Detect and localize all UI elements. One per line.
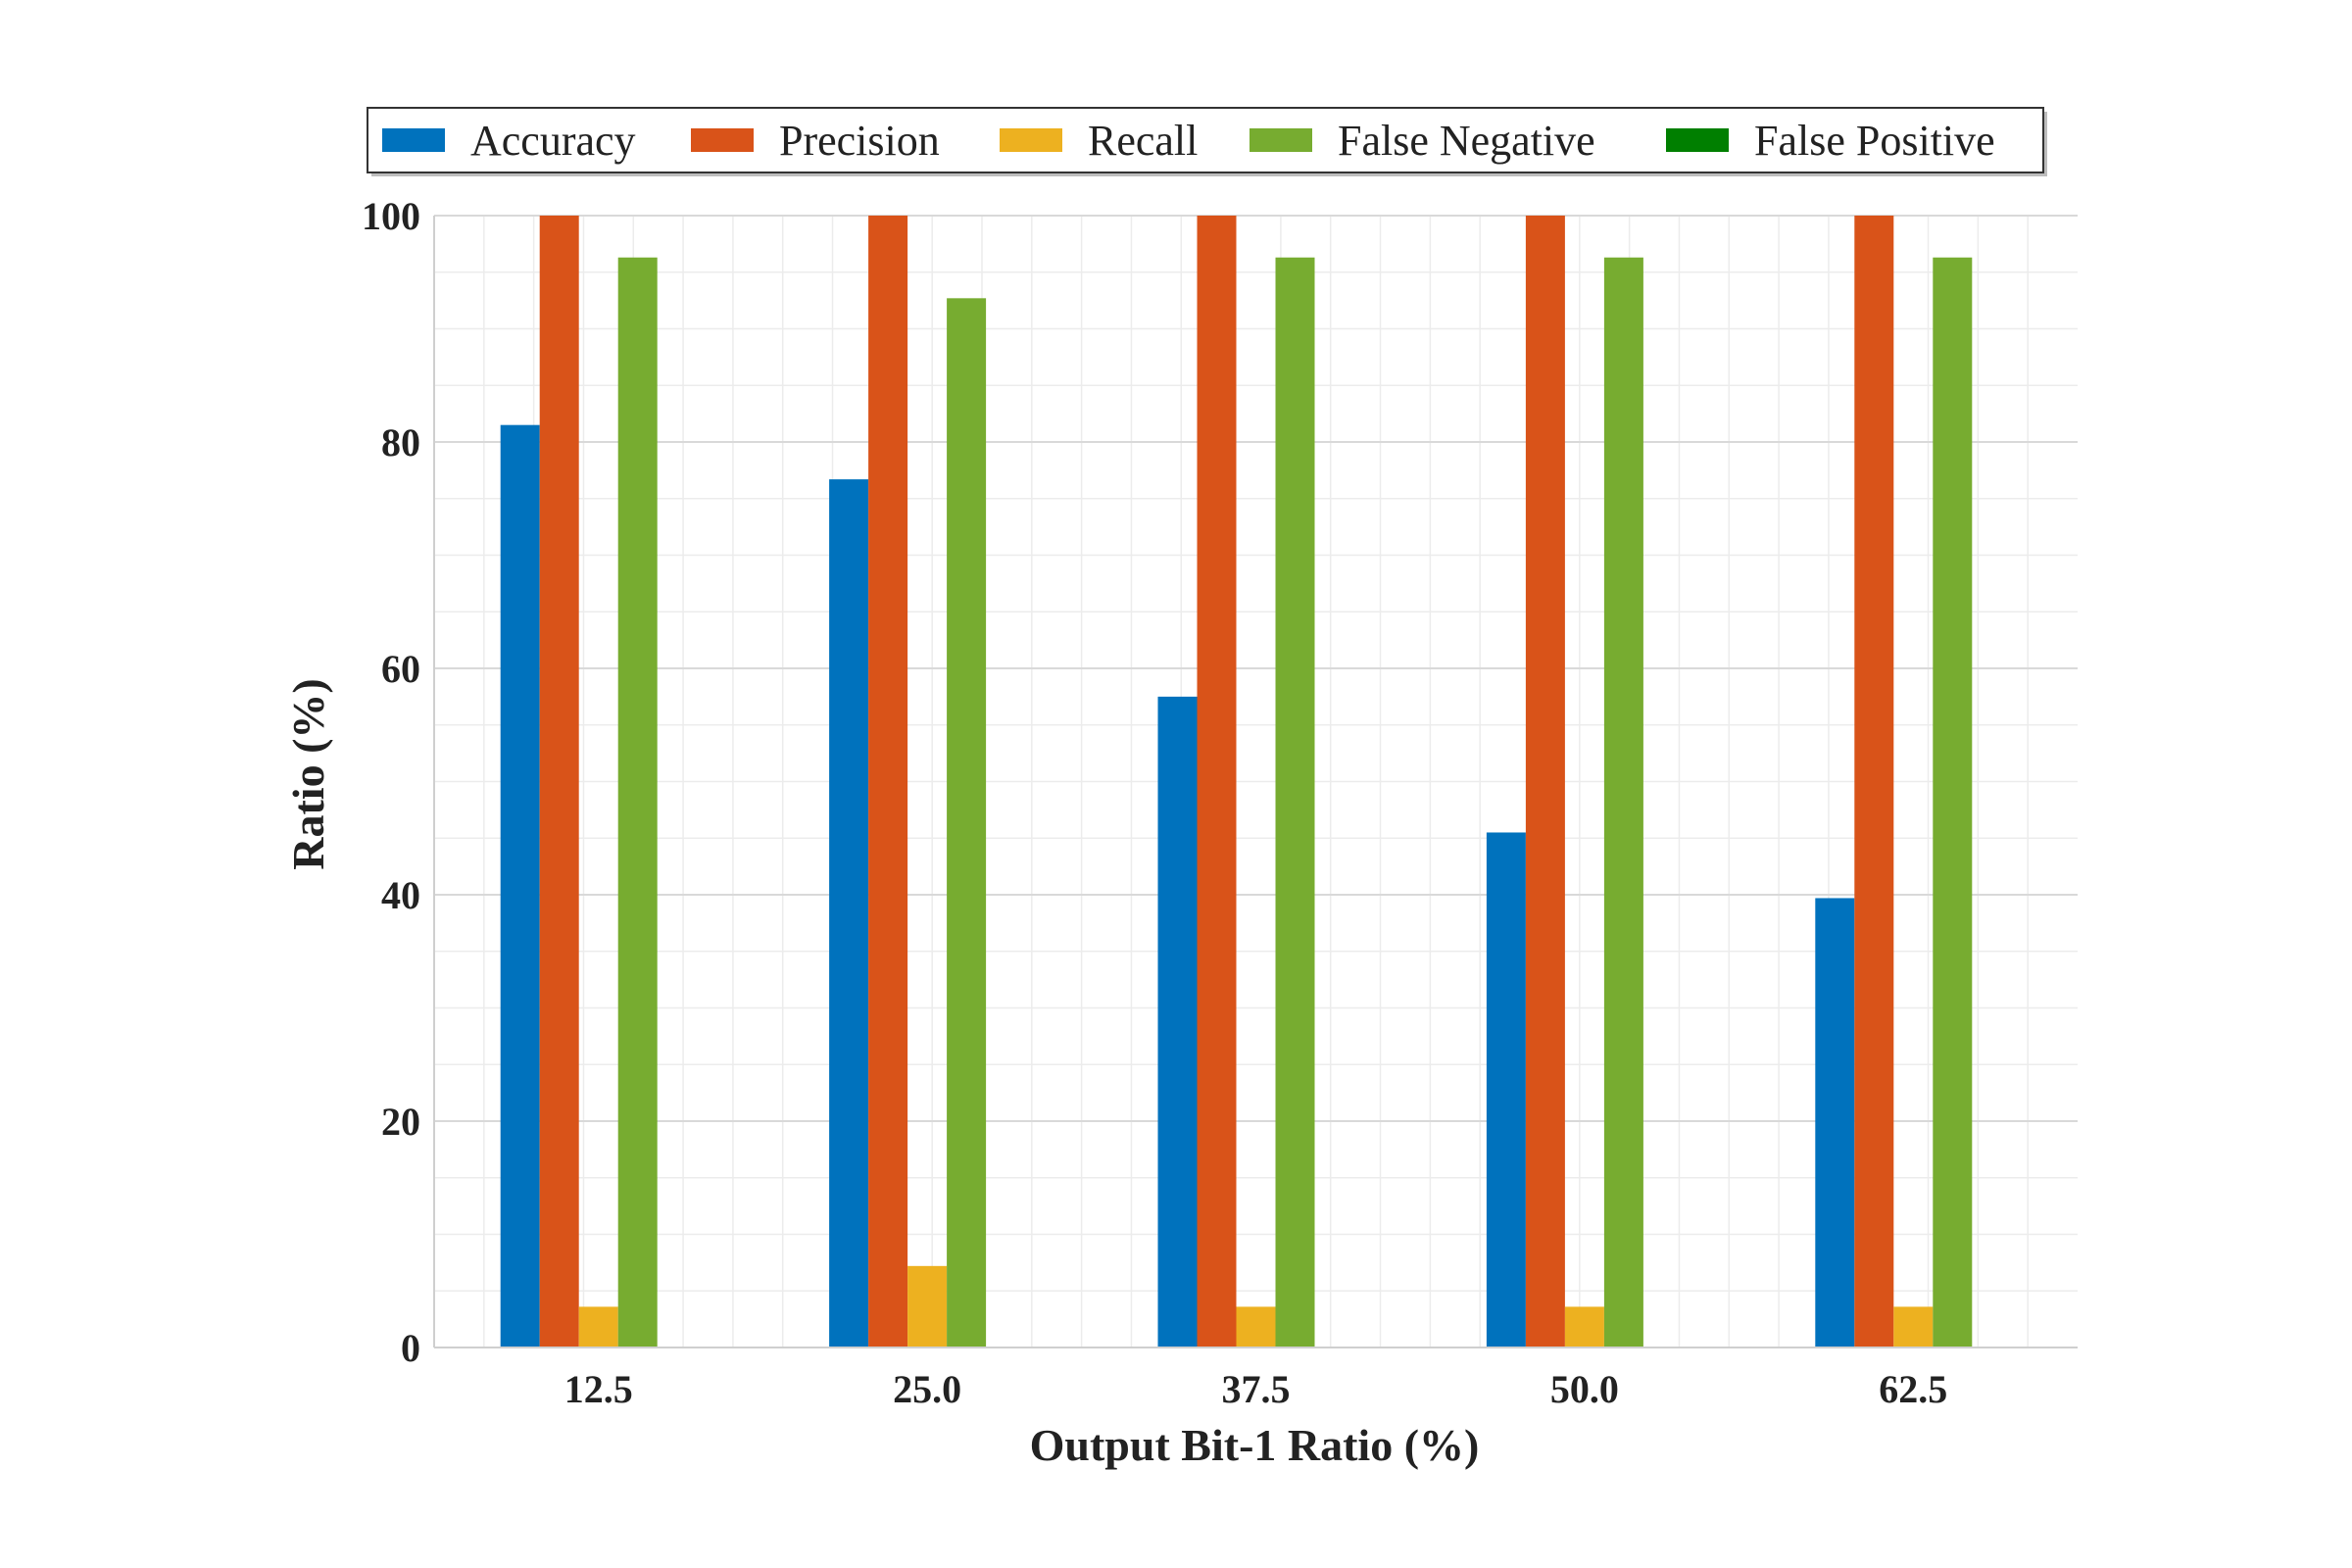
legend-label: False Positive — [1754, 117, 1995, 165]
bar-recall-2 — [1236, 1306, 1276, 1348]
bar-false-negative-1 — [947, 298, 987, 1348]
bar-false-negative-0 — [617, 257, 658, 1348]
y-tick-label: 40 — [381, 873, 420, 917]
legend-label: Precision — [779, 117, 940, 165]
bar-precision-1 — [868, 216, 908, 1348]
bar-recall-3 — [1564, 1306, 1604, 1348]
bar-precision-2 — [1197, 216, 1237, 1348]
legend-label: Recall — [1088, 117, 1198, 165]
x-tick-label: 37.5 — [1222, 1367, 1291, 1411]
bar-recall-4 — [1893, 1306, 1934, 1348]
legend: Accuracy Precision Recall False Negative Fal… — [367, 107, 2047, 176]
bar-false-negative-3 — [1603, 257, 1643, 1348]
x-axis-title: Output Bit-1 Ratio (%) — [1030, 1420, 1480, 1470]
x-tick-label: 12.5 — [564, 1367, 633, 1411]
bars-layer — [500, 216, 1973, 1348]
legend-swatch — [691, 128, 754, 152]
bar-recall-1 — [907, 1265, 948, 1348]
y-axis-title: Ratio (%) — [283, 678, 333, 869]
bar-accuracy-2 — [1157, 696, 1198, 1348]
bar-false-negative-4 — [1933, 257, 1973, 1348]
y-tick-label: 60 — [381, 647, 420, 691]
x-tick-label: 25.0 — [893, 1367, 961, 1411]
legend-label: False Negative — [1338, 117, 1595, 165]
bar-accuracy-0 — [500, 424, 540, 1348]
bar-recall-0 — [578, 1306, 618, 1348]
legend-swatch — [1000, 128, 1062, 152]
legend-swatch — [1666, 128, 1729, 152]
axes-layer: 0 20 40 60 80 100 12.5 25.0 37.5 50.0 62.5 — [362, 194, 2078, 1411]
y-tick-label: 80 — [381, 420, 420, 465]
bar-precision-4 — [1854, 216, 1894, 1348]
bar-accuracy-1 — [829, 479, 869, 1348]
legend-label: Accuracy — [470, 117, 636, 165]
y-tick-label: 20 — [381, 1100, 420, 1144]
grid-layer — [434, 215, 2078, 1348]
legend-swatch — [382, 128, 445, 152]
bar-false-negative-2 — [1275, 257, 1315, 1348]
x-tick-label: 62.5 — [1879, 1367, 1947, 1411]
bar-accuracy-3 — [1486, 832, 1526, 1348]
bar-precision-3 — [1525, 216, 1565, 1348]
legend-box — [367, 107, 2044, 173]
legend-swatch — [1250, 128, 1312, 152]
y-tick-label: 0 — [401, 1326, 420, 1370]
x-tick-label: 50.0 — [1550, 1367, 1619, 1411]
bar-accuracy-4 — [1815, 898, 1855, 1348]
bar-precision-0 — [539, 216, 579, 1348]
y-tick-label: 100 — [362, 194, 420, 238]
